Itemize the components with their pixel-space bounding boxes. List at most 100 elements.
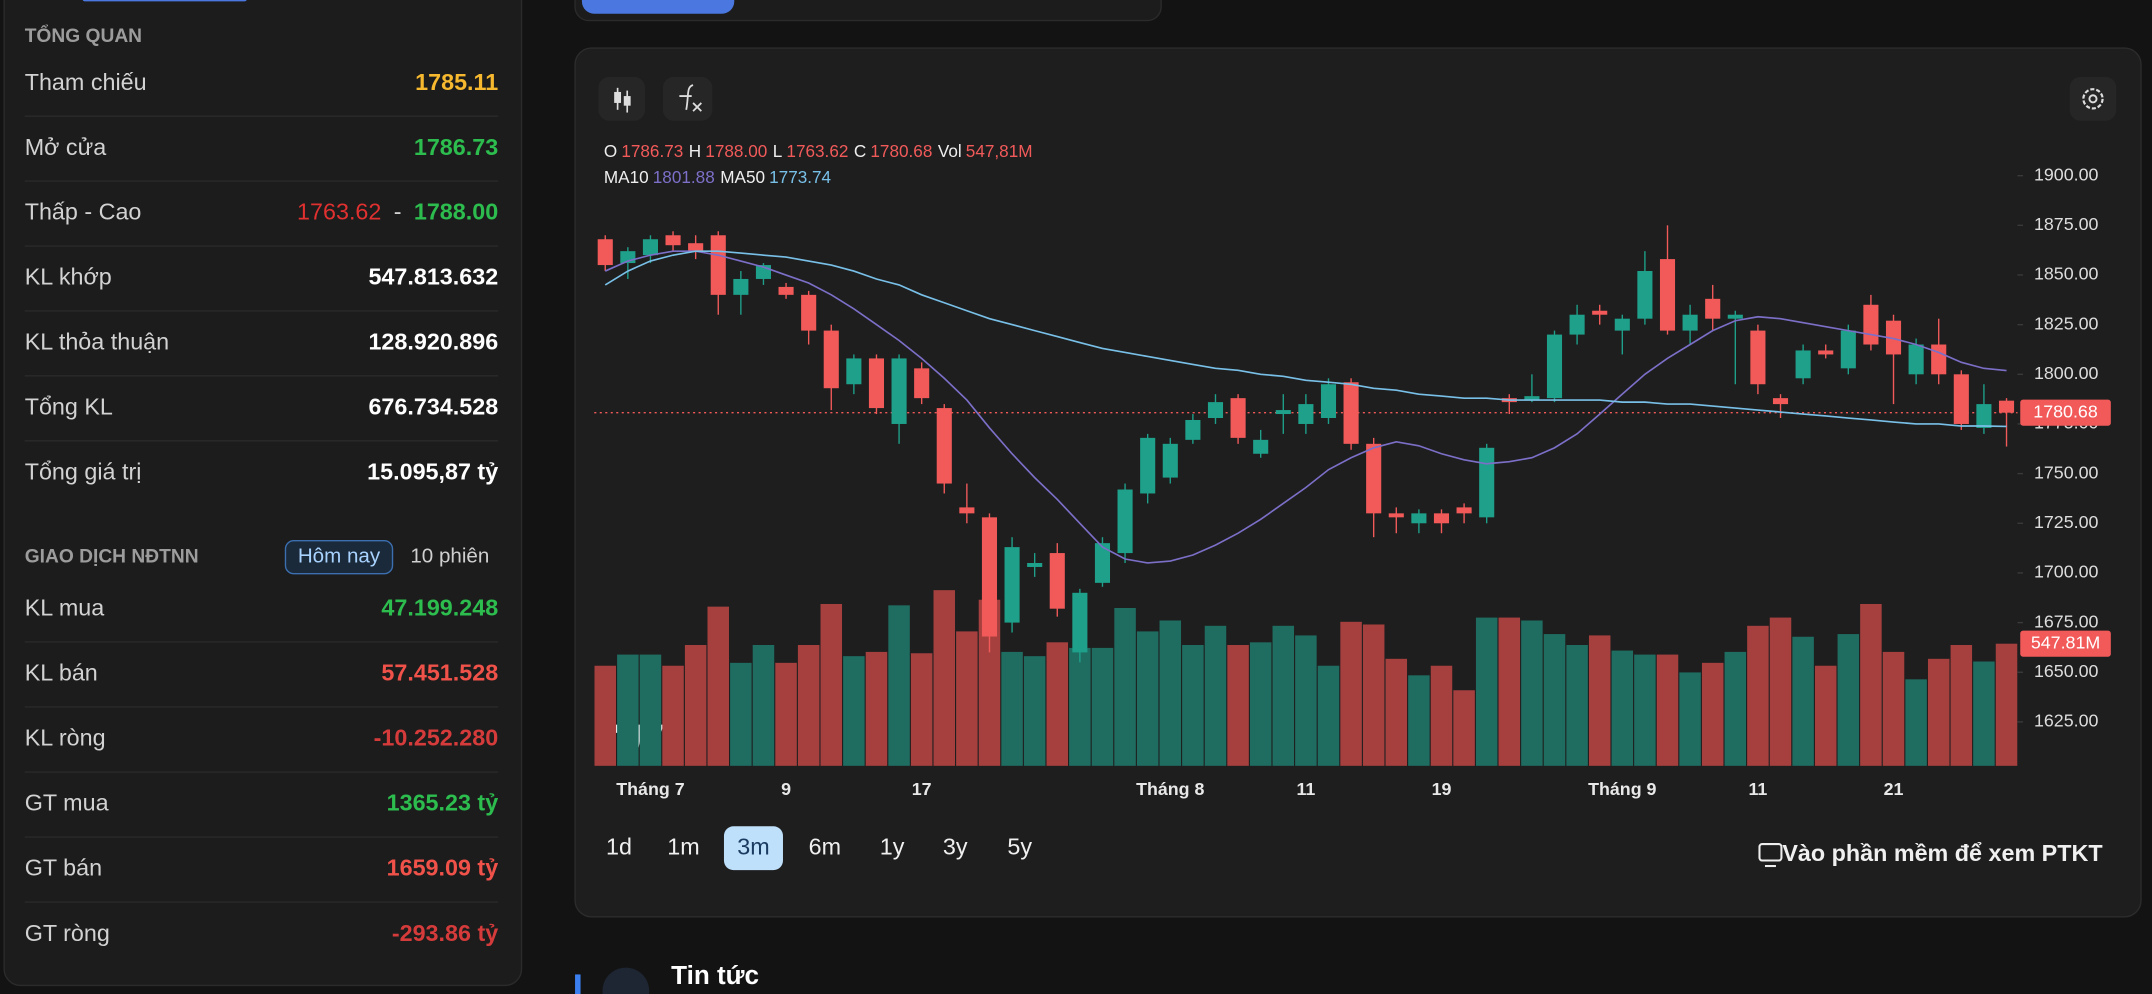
range-button[interactable]: 1m: [667, 833, 699, 859]
row-value: 128.920.896: [368, 329, 498, 355]
candle-body: [642, 239, 659, 256]
candle-body: [1750, 330, 1766, 385]
software-link[interactable]: Vào phần mềm để xem PTKT: [1782, 840, 2102, 866]
y-tick-label: 1875.00: [2034, 214, 2099, 234]
row-value: 547.813.632: [368, 264, 498, 290]
price-label-bg: [2020, 399, 2111, 426]
candle-body: [1863, 304, 1879, 345]
volume-bar: [1227, 644, 1249, 766]
row-value: 1659.09 tỷ: [387, 855, 499, 881]
candle-body: [1637, 271, 1653, 319]
candle-body: [1614, 318, 1630, 331]
volume-bar: [1995, 643, 2018, 766]
volume-bar: [684, 644, 707, 766]
y-tick-label: 1675.00: [2034, 611, 2099, 631]
candle-body: [1705, 298, 1721, 319]
ma-line: [604, 250, 2007, 564]
candle-body: [665, 235, 681, 246]
indicator-button[interactable]: [662, 76, 713, 121]
candle-body: [1931, 344, 1947, 375]
candle-body: [1659, 259, 1676, 331]
candle-body: [1094, 543, 1111, 583]
candle-body: [1976, 404, 1992, 428]
volume-bar: [1747, 625, 1769, 766]
candle-body: [1795, 350, 1811, 379]
x-tick-label: Tháng 8: [1136, 779, 1204, 799]
volume-bar: [888, 605, 910, 766]
ma-line: [604, 250, 2007, 428]
settings-button[interactable]: [2069, 76, 2117, 121]
x-tick-label: Tháng 9: [1588, 779, 1656, 799]
range-label: 6m: [809, 833, 841, 859]
row-label: KL mua: [25, 595, 105, 621]
range-button[interactable]: 1d: [606, 833, 632, 859]
legend-key: C: [854, 141, 866, 161]
range-button[interactable]: 3y: [943, 833, 968, 859]
range-button[interactable]: 6m: [809, 833, 841, 859]
candle-body: [1885, 320, 1902, 355]
row-high: 1788.00: [414, 199, 498, 225]
row-label: GT bán: [25, 855, 102, 881]
volume-bar: [1814, 665, 1837, 766]
volume-bar: [1634, 654, 1656, 766]
volume-bar: [1679, 672, 1701, 766]
row-value: 676.734.528: [368, 393, 498, 419]
candle-body: [936, 408, 952, 484]
candle-body: [1298, 404, 1314, 424]
candle-body: [1049, 553, 1065, 609]
row-value: -293.86 tỷ: [392, 920, 498, 946]
volume-bar: [843, 656, 865, 766]
candle-body: [891, 358, 907, 424]
tab[interactable]: Hôm nay: [284, 540, 394, 575]
row-value: 47.199.248: [381, 595, 498, 621]
candle-body: [1343, 382, 1359, 444]
row-label: Mở cửa: [25, 134, 106, 160]
range-label: 1d: [606, 833, 632, 859]
volume-bar: [639, 654, 662, 766]
volume-bar: [797, 644, 820, 766]
volume-bar: [1136, 631, 1159, 766]
news-marker: [575, 974, 581, 994]
volume-bar: [1701, 662, 1724, 766]
active-tab[interactable]: [581, 0, 735, 14]
volume-bar: [865, 651, 888, 766]
icon: [679, 84, 702, 112]
candle-body: [733, 278, 749, 295]
candle-body: [1366, 443, 1382, 514]
volume-bar: [1295, 635, 1317, 766]
volume-label: 547.81M: [2031, 632, 2100, 652]
candle-body: [981, 517, 998, 637]
x-tick-label: 21: [1884, 779, 1904, 799]
candle-body: [1727, 314, 1743, 319]
volume-bar: [617, 654, 639, 766]
tab-bg: [284, 540, 394, 575]
row-label: Tham chiếu: [25, 69, 147, 95]
range-button[interactable]: 5y: [1007, 833, 1032, 859]
volume-bar: [752, 644, 775, 766]
range-button[interactable]: 1y: [880, 833, 905, 859]
volume-bar: [910, 653, 933, 766]
volume-bars: [594, 590, 2018, 766]
tab[interactable]: 10 phiên: [398, 541, 502, 574]
range-label: 3m: [737, 833, 769, 859]
candle-body: [597, 239, 613, 266]
candle-body: [1411, 513, 1427, 524]
candle-body: [1818, 350, 1834, 355]
candle-body: [1027, 563, 1043, 567]
row-label: KL khớp: [25, 264, 112, 290]
y-tick-label: 1750.00: [2034, 462, 2099, 482]
range-button[interactable]: 3m: [723, 826, 783, 871]
x-tick-label: 19: [1432, 779, 1452, 799]
volume-bar: [956, 631, 978, 766]
chart-type-button[interactable]: [598, 76, 646, 121]
volume-bar: [1498, 617, 1521, 766]
legend-value: 547,81M: [966, 141, 1033, 161]
icon: [614, 91, 622, 103]
volume-label-bg: [2020, 630, 2111, 657]
volume-bar: [1611, 650, 1634, 766]
volume-bar: [1475, 617, 1498, 766]
volume-bar: [775, 662, 797, 766]
x-tick-label: 9: [781, 779, 791, 799]
row-value: -10.252.280: [374, 725, 499, 751]
